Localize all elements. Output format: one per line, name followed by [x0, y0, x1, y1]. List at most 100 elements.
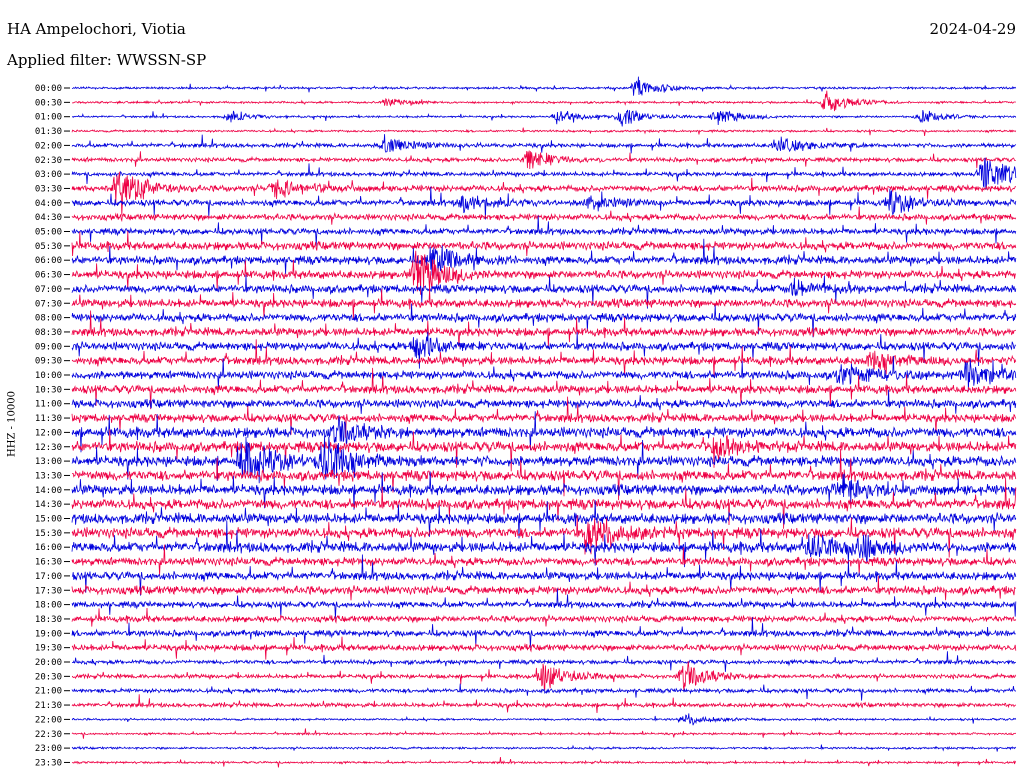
time-tick-label: 01:00	[35, 113, 62, 123]
seismic-trace-2230	[71, 728, 1017, 739]
seismic-trace-1530	[71, 515, 1017, 558]
seismic-trace-1930	[71, 636, 1017, 660]
seismic-trace-0400	[71, 186, 1017, 220]
seismic-trace-2030	[71, 661, 1017, 691]
seismic-trace-2130	[71, 694, 1017, 714]
seismic-trace-0130	[71, 127, 1017, 137]
station-title: HA Ampelochori, Viotia	[7, 20, 186, 38]
seismic-trace-0230	[71, 150, 1016, 170]
time-tick-label: 11:30	[35, 414, 62, 424]
seismic-trace-2200	[71, 713, 1017, 726]
seismic-trace-1030	[71, 367, 1017, 410]
seismic-trace-1230	[71, 429, 1017, 472]
time-tick-label: 13:30	[35, 471, 62, 481]
time-tick-label: 23:00	[35, 744, 62, 754]
seismic-trace-0330	[71, 171, 1017, 216]
seismic-trace-1600	[71, 520, 1017, 568]
time-tick-label: 12:30	[35, 443, 62, 453]
time-tick-label: 16:30	[35, 558, 62, 568]
time-tick-label: 05:30	[35, 242, 62, 252]
time-tick-label: 00:00	[35, 84, 62, 94]
seismic-trace-1500	[71, 500, 1017, 539]
seismic-trace-0200	[71, 134, 1017, 154]
seismic-trace-0900	[71, 331, 1016, 369]
time-tick-label: 04:30	[35, 213, 62, 223]
seismic-trace-1700	[71, 554, 1017, 596]
seismic-trace-0300	[71, 157, 1017, 191]
time-tick-label: 15:00	[35, 515, 62, 525]
time-tick-label: 14:30	[35, 500, 62, 510]
seismic-trace-2300	[71, 744, 1017, 752]
time-tick-label: 21:00	[35, 687, 62, 697]
time-tick-label: 09:00	[35, 342, 62, 352]
time-tick-label: 12:00	[35, 428, 62, 438]
time-tick-label: 16:00	[35, 543, 62, 553]
time-tick-label: 03:30	[35, 184, 62, 194]
time-tick-label: 00:30	[35, 98, 62, 108]
seismic-trace-1000	[71, 355, 1017, 392]
filter-label: Applied filter: WWSSN-SP	[7, 51, 207, 69]
time-tick-label: 23:30	[35, 758, 62, 768]
time-tick-label: 01:30	[35, 127, 62, 137]
seismic-trace-0730	[71, 288, 1017, 320]
seismic-trace-1130	[71, 396, 1017, 438]
seismic-trace-1400	[71, 471, 1017, 510]
seismic-trace-0500	[71, 215, 1017, 247]
time-tick-label: 08:00	[35, 314, 62, 324]
time-tick-label: 06:00	[35, 256, 62, 266]
time-tick-label: 18:00	[35, 601, 62, 611]
seismic-trace-2100	[71, 683, 1017, 701]
seismic-trace-1200	[71, 411, 1017, 453]
seismic-trace-2330	[71, 757, 1017, 768]
time-tick-label: 17:30	[35, 586, 62, 596]
time-tick-label: 07:00	[35, 285, 62, 295]
time-tick-label: 15:30	[35, 529, 62, 539]
seismic-trace-0630	[71, 250, 1017, 295]
time-tick-label: 02:00	[35, 141, 62, 151]
time-tick-label: 18:30	[35, 615, 62, 625]
time-tick-label: 02:30	[35, 156, 62, 166]
seismic-trace-1330	[71, 448, 1017, 501]
seismic-trace-0830	[71, 310, 1017, 348]
time-tick-label: 17:00	[35, 572, 62, 582]
seismic-trace-0430	[71, 206, 1017, 225]
seismic-trace-1100	[71, 389, 1017, 414]
time-tick-label: 21:30	[35, 701, 62, 711]
time-tick-label: 19:00	[35, 629, 62, 639]
seismic-trace-1730	[71, 576, 1017, 601]
date-label: 2024-04-29	[929, 20, 1016, 38]
seismic-trace-0100	[71, 109, 1017, 127]
time-tick-label: 03:00	[35, 170, 62, 180]
seismic-trace-0700	[71, 274, 1017, 309]
time-tick-label: 10:30	[35, 385, 62, 395]
seismic-trace-2000	[71, 651, 1017, 672]
time-tick-label: 07:30	[35, 299, 62, 309]
seismic-trace-0800	[71, 303, 1017, 338]
seismic-trace-0930	[71, 339, 1017, 377]
time-tick-label: 13:00	[35, 457, 62, 467]
seismic-trace-1900	[71, 617, 1016, 649]
seismic-trace-1430	[71, 477, 1017, 529]
seismic-trace-1830	[71, 607, 1017, 627]
time-tick-label: 20:30	[35, 672, 62, 682]
time-tick-label: 14:00	[35, 486, 62, 496]
time-tick-label: 10:00	[35, 371, 62, 381]
seismic-trace-1300	[71, 435, 1017, 484]
time-tick-label: 22:30	[35, 730, 62, 740]
seismic-trace-1630	[71, 544, 1017, 576]
time-tick-label: 08:30	[35, 328, 62, 338]
seismic-trace-0600	[71, 238, 1017, 277]
seismic-trace-1800	[71, 588, 1017, 620]
seismic-trace-0000	[71, 76, 1017, 96]
time-tick-label: 19:30	[35, 644, 62, 654]
time-tick-label: 05:00	[35, 228, 62, 238]
time-tick-label: 09:30	[35, 357, 62, 367]
seismic-trace-0030	[71, 90, 1017, 112]
time-tick-label: 04:00	[35, 199, 62, 209]
seismic-trace-0530	[71, 231, 1017, 257]
time-tick-label: 11:00	[35, 400, 62, 410]
time-tick-label: 22:00	[35, 715, 62, 725]
time-tick-label: 06:30	[35, 271, 62, 281]
time-tick-label: 20:00	[35, 658, 62, 668]
